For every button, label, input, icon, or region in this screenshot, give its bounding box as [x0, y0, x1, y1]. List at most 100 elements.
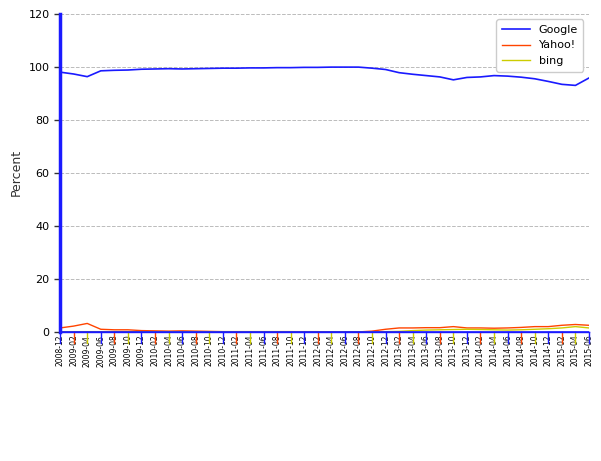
bing	[192, 329, 200, 334]
bing	[287, 329, 294, 334]
Google	[585, 75, 593, 81]
bing	[138, 329, 145, 334]
Yahoo!	[572, 322, 579, 327]
Y-axis label: Percent: Percent	[10, 149, 23, 196]
Yahoo!	[423, 325, 430, 331]
Legend: Google, Yahoo!, bing: Google, Yahoo!, bing	[496, 19, 584, 71]
bing	[355, 329, 362, 335]
Yahoo!	[287, 329, 294, 334]
Yahoo!	[219, 329, 227, 334]
Yahoo!	[192, 328, 200, 334]
Google	[558, 82, 566, 87]
bing	[111, 329, 118, 334]
Google	[572, 83, 579, 88]
Yahoo!	[111, 327, 118, 332]
bing	[585, 325, 593, 331]
Yahoo!	[97, 326, 105, 332]
bing	[436, 327, 444, 332]
Yahoo!	[409, 325, 416, 331]
bing	[382, 329, 389, 334]
bing	[341, 329, 349, 335]
bing	[124, 329, 132, 334]
Yahoo!	[233, 329, 240, 334]
Yahoo!	[328, 329, 335, 335]
Line: Yahoo!: Yahoo!	[60, 324, 589, 332]
Google	[368, 65, 376, 71]
Google	[463, 75, 471, 80]
bing	[477, 327, 484, 332]
bing	[572, 324, 579, 329]
Google	[517, 74, 525, 80]
Yahoo!	[395, 325, 403, 331]
bing	[273, 329, 281, 334]
Google	[504, 73, 511, 79]
Google	[531, 76, 538, 82]
Google	[124, 67, 132, 73]
Yahoo!	[70, 323, 78, 329]
bing	[219, 329, 227, 334]
bing	[300, 329, 308, 335]
Yahoo!	[84, 321, 91, 326]
bing	[450, 327, 457, 332]
Google	[423, 73, 430, 78]
bing	[56, 329, 64, 334]
Google	[450, 77, 457, 83]
Google	[409, 71, 416, 77]
Google	[314, 65, 322, 70]
Yahoo!	[463, 325, 471, 331]
Yahoo!	[273, 329, 281, 334]
bing	[531, 326, 538, 332]
Google	[84, 74, 91, 79]
Google	[260, 65, 267, 71]
bing	[260, 329, 267, 334]
Yahoo!	[531, 324, 538, 329]
Google	[70, 71, 78, 77]
Google	[436, 74, 444, 80]
Google	[97, 68, 105, 74]
bing	[409, 328, 416, 333]
bing	[504, 327, 511, 333]
Yahoo!	[165, 328, 172, 334]
Google	[233, 65, 240, 71]
Google	[490, 73, 498, 78]
Google	[192, 66, 200, 71]
Yahoo!	[490, 325, 498, 331]
Line: bing: bing	[60, 326, 589, 332]
bing	[517, 327, 525, 332]
Yahoo!	[341, 329, 349, 335]
Google	[246, 65, 254, 71]
Google	[341, 65, 349, 70]
bing	[206, 329, 213, 334]
Yahoo!	[368, 328, 376, 334]
Yahoo!	[355, 329, 362, 335]
bing	[178, 329, 186, 334]
Google	[56, 69, 64, 75]
Yahoo!	[585, 323, 593, 328]
Google	[111, 67, 118, 73]
bing	[151, 329, 159, 334]
Google	[545, 79, 552, 84]
Google	[477, 74, 484, 80]
bing	[463, 326, 471, 332]
bing	[545, 326, 552, 331]
Yahoo!	[558, 323, 566, 328]
bing	[233, 329, 240, 334]
bing	[558, 325, 566, 331]
Google	[165, 66, 172, 71]
Google	[300, 65, 308, 70]
Google	[151, 66, 159, 72]
Yahoo!	[246, 329, 254, 334]
Yahoo!	[382, 326, 389, 332]
bing	[328, 329, 335, 335]
Google	[328, 65, 335, 70]
Yahoo!	[56, 325, 64, 331]
Yahoo!	[477, 325, 484, 331]
Yahoo!	[314, 329, 322, 334]
Yahoo!	[178, 328, 186, 334]
bing	[165, 329, 172, 334]
Yahoo!	[124, 327, 132, 332]
bing	[246, 329, 254, 334]
Yahoo!	[260, 329, 267, 334]
Line: Google: Google	[60, 67, 589, 85]
Yahoo!	[450, 324, 457, 329]
